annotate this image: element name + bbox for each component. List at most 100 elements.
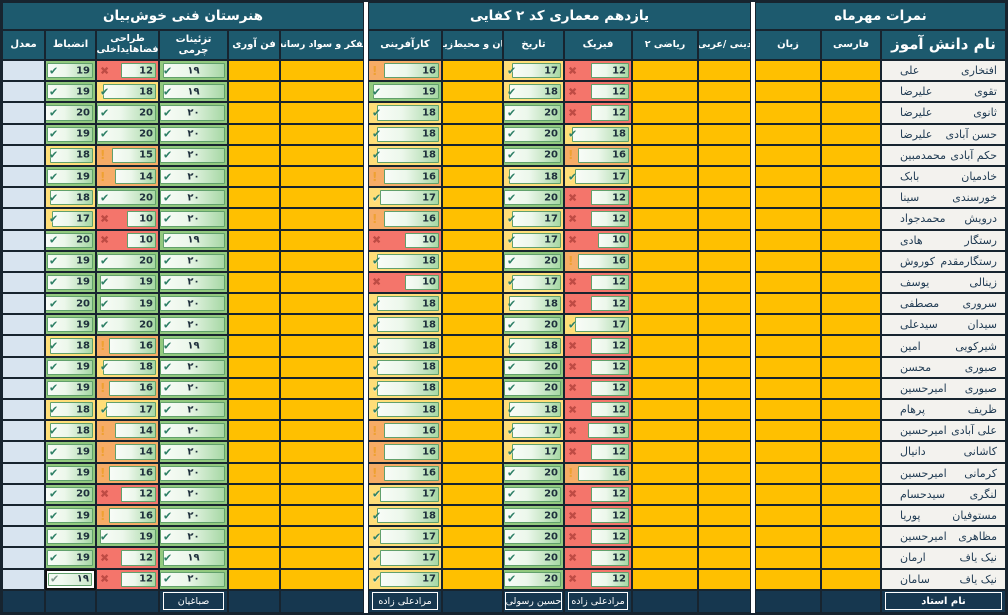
cell-ensan[interactable] bbox=[442, 399, 503, 421]
cell-dini[interactable] bbox=[698, 102, 751, 124]
cell-riazi[interactable] bbox=[632, 420, 698, 442]
cell-physics[interactable]: ✖ 12 bbox=[564, 81, 632, 103]
cell-ensan[interactable] bbox=[442, 165, 503, 188]
student-name-cell[interactable]: خادمیان بابک bbox=[881, 165, 1006, 188]
cell-karafarini[interactable]: ✔ 17 bbox=[368, 526, 442, 548]
cell-enzebat[interactable]: ✔ 18 bbox=[45, 144, 96, 166]
cell-karafarini[interactable]: ✔ 18 bbox=[368, 335, 442, 357]
cell-tafakor[interactable] bbox=[280, 335, 364, 357]
cell-fanavari[interactable] bbox=[228, 208, 280, 230]
cell-tarikh[interactable]: ✔ 20 bbox=[503, 377, 564, 399]
cell-zaban[interactable] bbox=[755, 335, 821, 357]
footer-cell-enzebat[interactable] bbox=[45, 589, 96, 613]
cell-physics[interactable]: ✖ 12 bbox=[564, 208, 632, 230]
cell-physics[interactable]: ✖ 12 bbox=[564, 187, 632, 209]
cell-dini[interactable] bbox=[698, 420, 751, 442]
cell-riazi[interactable] bbox=[632, 165, 698, 188]
cell-fanavari[interactable] bbox=[228, 165, 280, 188]
cell-enzebat[interactable]: ✔ 19 bbox=[45, 250, 96, 272]
cell-karafarini[interactable]: ✔ 18 bbox=[368, 314, 442, 336]
cell-moadel[interactable] bbox=[2, 547, 45, 569]
cell-dini[interactable] bbox=[698, 314, 751, 336]
cell-tafakor[interactable] bbox=[280, 462, 364, 484]
cell-fanavari[interactable] bbox=[228, 271, 280, 294]
cell-riazi[interactable] bbox=[632, 483, 698, 505]
cell-dini[interactable] bbox=[698, 271, 751, 294]
cell-farsi[interactable] bbox=[821, 335, 881, 357]
cell-karafarini[interactable]: ✔ 18 bbox=[368, 377, 442, 399]
cell-enzebat[interactable]: ✔ 19 bbox=[45, 60, 96, 82]
cell-ensan[interactable] bbox=[442, 462, 503, 484]
cell-moadel[interactable] bbox=[2, 250, 45, 272]
cell-fanavari[interactable] bbox=[228, 144, 280, 166]
cell-tarikh[interactable]: ✔ 20 bbox=[503, 526, 564, 548]
cell-tarikh[interactable]: ✔ 17 bbox=[503, 208, 564, 230]
cell-dini[interactable] bbox=[698, 462, 751, 484]
cell-tarikh[interactable]: ✔ 18 bbox=[503, 335, 564, 357]
cell-moadel[interactable] bbox=[2, 293, 45, 315]
cell-riazi[interactable] bbox=[632, 399, 698, 421]
cell-zaban[interactable] bbox=[755, 187, 821, 209]
cell-fanavari[interactable] bbox=[228, 229, 280, 251]
cell-riazi[interactable] bbox=[632, 356, 698, 378]
cell-enzebat[interactable]: ✔ 20 bbox=[45, 293, 96, 315]
cell-riazi[interactable] bbox=[632, 335, 698, 357]
student-name-cell[interactable]: مظاهری امیرحسین bbox=[881, 526, 1006, 548]
cell-ensan[interactable] bbox=[442, 293, 503, 315]
cell-tarikh[interactable]: ✔ 20 bbox=[503, 356, 564, 378]
cell-ensan[interactable] bbox=[442, 208, 503, 230]
cell-ensan[interactable] bbox=[442, 483, 503, 505]
cell-tarahi[interactable]: ✔ 20 bbox=[96, 250, 159, 272]
cell-zaban[interactable] bbox=[755, 504, 821, 527]
cell-zaban[interactable] bbox=[755, 314, 821, 336]
cell-tarahi[interactable]: ✔ 20 bbox=[96, 187, 159, 209]
cell-tarikh[interactable]: ✔ 17 bbox=[503, 420, 564, 442]
cell-enzebat[interactable]: ✔ 18 bbox=[45, 335, 96, 357]
cell-dini[interactable] bbox=[698, 356, 751, 378]
cell-tarikh[interactable]: ✔ 18 bbox=[503, 293, 564, 315]
column-header-taziinat[interactable]: تزئینات چرمی bbox=[159, 30, 228, 60]
cell-zaban[interactable] bbox=[755, 81, 821, 103]
cell-enzebat[interactable]: ✔ 19 bbox=[45, 314, 96, 336]
student-name-cell[interactable]: حکم آبادی محمدمبین bbox=[881, 144, 1006, 166]
cell-ensan[interactable] bbox=[442, 144, 503, 166]
footer-cell-physics[interactable]: مرادعلی زاده bbox=[564, 589, 632, 613]
cell-physics[interactable]: ! 16 bbox=[564, 250, 632, 272]
footer-cell-name[interactable]: نام استاد bbox=[881, 589, 1006, 613]
cell-farsi[interactable] bbox=[821, 208, 881, 230]
cell-riazi[interactable] bbox=[632, 293, 698, 315]
cell-tafakor[interactable] bbox=[280, 187, 364, 209]
cell-zaban[interactable] bbox=[755, 165, 821, 188]
cell-karafarini[interactable]: ✔ 17 bbox=[368, 483, 442, 505]
cell-fanavari[interactable] bbox=[228, 568, 280, 590]
cell-moadel[interactable] bbox=[2, 504, 45, 527]
cell-tarikh[interactable]: ✔ 17 bbox=[503, 60, 564, 82]
cell-ensan[interactable] bbox=[442, 441, 503, 463]
cell-taziinat[interactable]: ✔ ۲۰ bbox=[159, 144, 228, 166]
cell-karafarini[interactable]: ✔ 19 bbox=[368, 81, 442, 103]
cell-moadel[interactable] bbox=[2, 81, 45, 103]
cell-zaban[interactable] bbox=[755, 526, 821, 548]
cell-enzebat[interactable]: ✔ 19 bbox=[45, 462, 96, 484]
cell-farsi[interactable] bbox=[821, 399, 881, 421]
column-header-enzebat[interactable]: انضباط bbox=[45, 30, 96, 60]
cell-fanavari[interactable] bbox=[228, 356, 280, 378]
cell-enzebat[interactable]: ✔ 19 bbox=[45, 123, 96, 145]
cell-ensan[interactable] bbox=[442, 187, 503, 209]
cell-moadel[interactable] bbox=[2, 144, 45, 166]
cell-physics[interactable]: ✖ 12 bbox=[564, 293, 632, 315]
cell-tafakor[interactable] bbox=[280, 102, 364, 124]
cell-riazi[interactable] bbox=[632, 123, 698, 145]
student-name-cell[interactable]: زینالی یوسف bbox=[881, 271, 1006, 294]
cell-tarikh[interactable]: ✔ 20 bbox=[503, 250, 564, 272]
cell-karafarini[interactable]: ! 16 bbox=[368, 60, 442, 82]
cell-tafakor[interactable] bbox=[280, 81, 364, 103]
cell-dini[interactable] bbox=[698, 144, 751, 166]
cell-riazi[interactable] bbox=[632, 568, 698, 590]
footer-cell-riazi[interactable] bbox=[632, 589, 698, 613]
cell-farsi[interactable] bbox=[821, 547, 881, 569]
cell-tarahi[interactable]: ✖ 12 bbox=[96, 568, 159, 590]
cell-taziinat[interactable]: ✔ ۲۰ bbox=[159, 568, 228, 590]
cell-dini[interactable] bbox=[698, 335, 751, 357]
cell-physics[interactable]: ✖ 12 bbox=[564, 335, 632, 357]
